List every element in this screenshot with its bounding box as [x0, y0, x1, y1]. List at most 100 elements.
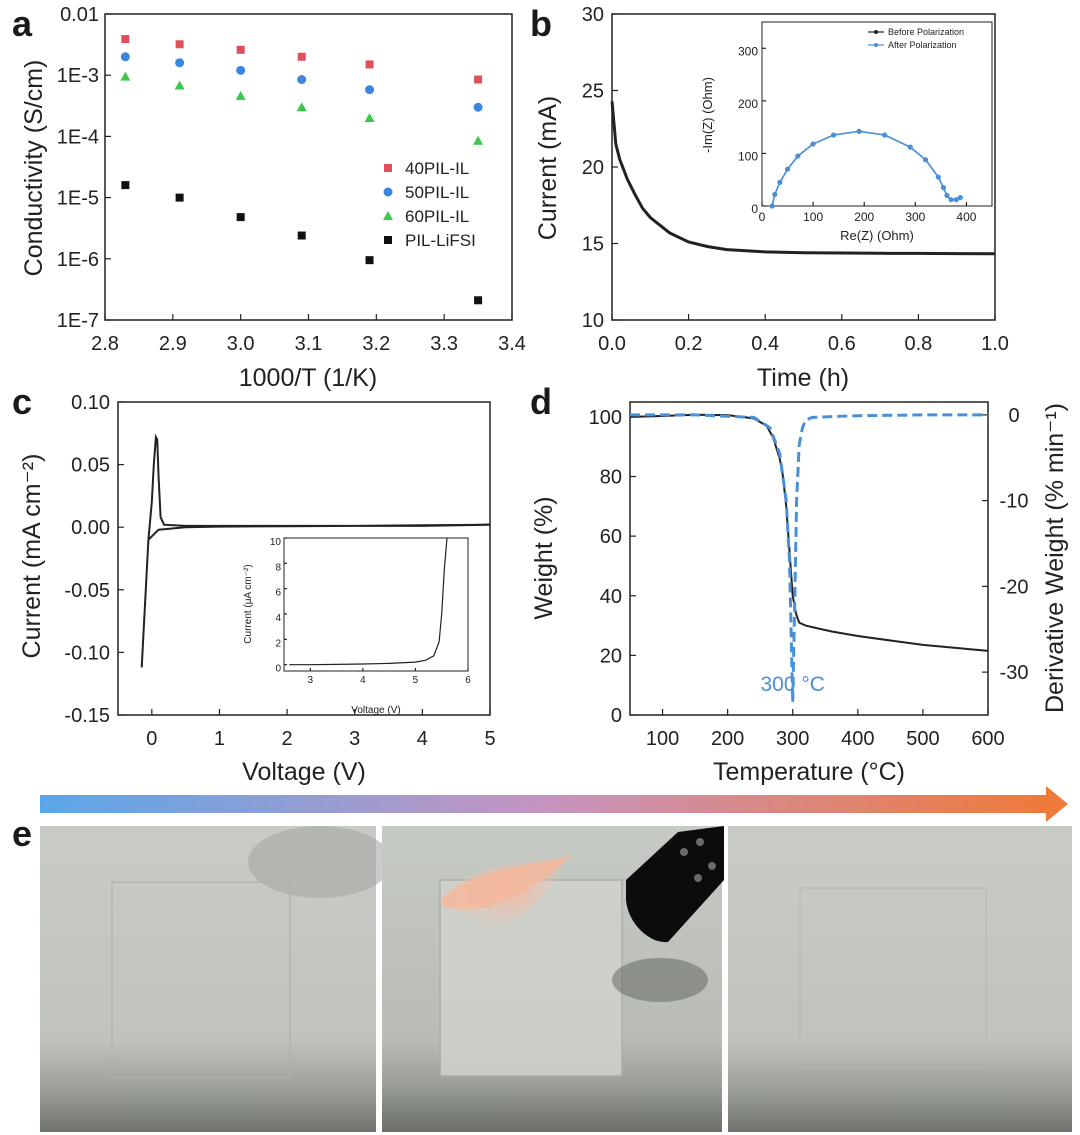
chart-b-inset-point	[777, 179, 783, 185]
chart-b-x-tick-label: 1.0	[981, 333, 1009, 355]
chart-a-point-pil-lifsi	[121, 181, 130, 190]
chart-a-point-50pil-il	[175, 58, 185, 68]
chart-b-x-ticks: 0.0 0.2 0.4 0.6 0.8 1.0	[598, 314, 1009, 355]
chart-d-x-tick-label: 600	[971, 728, 1004, 750]
chart-a-point-pil-lifsi	[236, 213, 245, 222]
chart-d-frame	[629, 401, 989, 716]
chart-b-inset-impedance: 0 100 200 300 400 0 100 200 300 Before Polariza…	[700, 21, 993, 243]
chart-a-points	[120, 35, 484, 305]
chart-d-y-tick-label: 60	[600, 526, 622, 548]
chart-a-point-60pil-il	[364, 112, 375, 122]
heating-arrow	[40, 786, 1068, 822]
chart-d-tga: 100 200 300 400 500 600 0 20 40 60 80 100 0 -10 -20 -…	[530, 401, 1069, 786]
chart-a-conductivity: 2.8 2.9 3.0 3.1 3.2 3.3 3.4 0.01 1E-3 1E-4 1E-5 1E…	[20, 4, 526, 392]
chart-a-y-label: Conductivity (S/cm)	[20, 60, 48, 277]
chart-a-y-tick-label: 1E-6	[57, 249, 99, 271]
photo-1-before	[40, 826, 392, 1132]
chart-c-inset-y-ticks: 0 2 4 6 8 10	[270, 537, 287, 675]
chart-c-inset-x-tick-label: 6	[465, 675, 471, 686]
chart-d-y-tick-label: 40	[600, 586, 622, 608]
chart-c-lsv: 0 1 2 3 4 5 0.10 0.05 0.00 -0.05 -0.10 -0.15 Volta…	[18, 392, 496, 786]
chart-c-x-tick-label: 4	[417, 728, 428, 750]
chart-b-inset-y-ticks: 0 100 200 300	[738, 44, 766, 216]
chart-d-y2-ticks: 0 -10 -20 -30	[982, 405, 1028, 684]
chart-a-point-40pil-il	[365, 60, 374, 69]
chart-d-y2-label: Derivative Weight (% min⁻¹)	[1041, 403, 1069, 713]
chart-b-x-tick-label: 0.6	[828, 333, 856, 355]
photo-2-heating	[382, 826, 724, 1132]
chart-a-legend-marker	[383, 211, 393, 220]
chart-b-inset-point	[922, 157, 929, 163]
chart-a-x-label: 1000/T (1/K)	[239, 364, 378, 392]
chart-b-inset-point	[948, 197, 954, 203]
chart-c-inset-series-line	[289, 537, 448, 666]
chart-c-inset-x-tick-label: 5	[413, 675, 419, 686]
chart-a-point-50pil-il	[297, 75, 307, 85]
chart-c-x-tick-label: 5	[484, 728, 495, 750]
chart-c-y-label: Current (mA cm⁻²)	[18, 454, 46, 659]
chart-d-x-ticks: 100 200 300 400 500 600	[646, 709, 1005, 750]
panel-label-d: d	[530, 381, 552, 422]
chart-a-point-40pil-il	[297, 52, 306, 61]
chart-a-y-ticks: 0.01 1E-3 1E-4 1E-5 1E-6 1E-7	[57, 4, 111, 332]
chart-b-inset-point	[772, 191, 778, 198]
chart-c-y-tick-label: -0.05	[64, 580, 110, 602]
chart-a-point-40pil-il	[175, 40, 184, 49]
chart-d-y2-tick-label: -30	[1000, 662, 1029, 684]
chart-a-legend-marker	[383, 187, 393, 197]
chart-b-x-tick-label: 0.8	[904, 333, 932, 355]
chart-a-point-50pil-il	[120, 52, 130, 62]
chart-a-point-40pil-il	[121, 35, 130, 44]
chart-b-x-tick-label: 0.4	[751, 333, 779, 355]
chart-c-x-tick-label: 0	[146, 728, 157, 750]
chart-b-x-tick-label: 0.2	[675, 333, 703, 355]
chart-b-inset-legend: Before Polarization After Polarization	[868, 27, 964, 50]
chart-c-x-tick-label: 3	[349, 728, 360, 750]
chart-b-inset-y-tick-label: 0	[751, 202, 758, 216]
chart-b-y-tick-label: 25	[582, 81, 604, 103]
chart-a-x-tick-label: 3.2	[362, 333, 390, 355]
chart-d-y2-tick-label: 0	[1008, 405, 1019, 427]
photo-3-after	[728, 826, 1072, 1132]
chart-a-legend: 40PIL-IL 50PIL-IL 60PIL-IL PIL-LiFSI	[383, 159, 476, 250]
chart-a-point-60pil-il	[473, 135, 484, 145]
chart-a-legend-marker	[384, 236, 392, 244]
chart-d-y2-tick-label: -10	[1000, 491, 1029, 513]
chart-b-inset-point	[795, 153, 801, 159]
chart-c-y-tick-label: -0.10	[64, 642, 110, 664]
chart-b-current-time: 0.0 0.2 0.4 0.6 0.8 1.0 10 15 20 25 30 Time (h) C…	[534, 4, 1009, 392]
chart-d-y-tick-label: 80	[600, 467, 622, 489]
chart-c-inset-y-tick-label: 4	[275, 613, 281, 624]
chart-b-inset-point	[940, 185, 947, 191]
chart-a-x-tick-label: 3.4	[498, 333, 526, 355]
chart-d-annotation: 300 °C	[761, 673, 825, 696]
chart-a-point-pil-lifsi	[365, 256, 374, 265]
chart-d-series-weight	[629, 413, 989, 652]
chart-c-y-tick-label: 0.05	[71, 455, 110, 477]
panel-label-c: c	[12, 381, 32, 422]
panel-label-a: a	[12, 3, 33, 44]
chart-a-legend-marker	[384, 164, 392, 172]
chart-a-legend-label: 40PIL-IL	[405, 159, 469, 178]
chart-a-point-pil-lifsi	[297, 231, 306, 240]
chart-c-inset: 3 4 5 6 0 2 4 6 8 10 Voltage (V) Current (μA cm⁻…	[243, 537, 471, 716]
chart-b-inset-point	[935, 174, 941, 180]
chart-b-y-tick-label: 20	[582, 157, 604, 179]
chart-d-x-tick-label: 200	[711, 728, 744, 750]
chart-b-inset-y-tick-label: 200	[738, 97, 758, 111]
chart-c-inset-y-tick-label: 0	[275, 664, 281, 675]
chart-d-x-tick-label: 400	[841, 728, 874, 750]
chart-c-frame	[117, 401, 491, 716]
chart-a-point-60pil-il	[120, 71, 131, 81]
chart-b-inset-point	[856, 128, 862, 134]
chart-b-series-line	[610, 101, 996, 256]
chart-a-x-tick-label: 2.9	[159, 333, 187, 355]
chart-b-inset-x-tick-label: 100	[803, 210, 823, 224]
heat-gun-shape	[626, 826, 724, 943]
chart-d-y-label: Weight (%)	[530, 496, 558, 619]
chart-b-inset-points	[769, 128, 963, 209]
chart-b-y-tick-label: 15	[582, 234, 604, 256]
chart-b-inset-x-ticks: 0 100 200 300 400	[759, 202, 977, 224]
chart-a-y-tick-label: 0.01	[60, 4, 99, 26]
